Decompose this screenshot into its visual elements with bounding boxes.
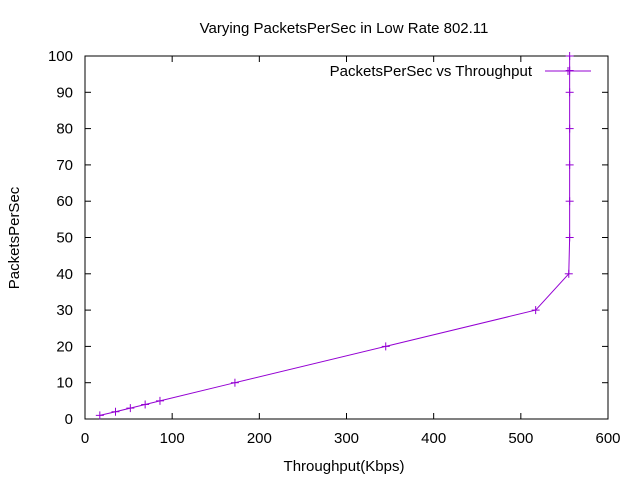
x-tick-label: 500 <box>508 430 533 447</box>
data-point <box>111 407 120 416</box>
data-point <box>230 378 239 387</box>
data-point <box>141 400 150 409</box>
data-point <box>564 269 573 278</box>
data-point <box>565 197 574 206</box>
data-point <box>155 396 164 405</box>
x-axis-title: Throughput(Kbps) <box>284 458 405 475</box>
data-point <box>381 342 390 351</box>
x-tick-label: 100 <box>160 430 185 447</box>
data-point <box>565 233 574 242</box>
legend-label: PacketsPerSec vs Throughput <box>330 63 533 80</box>
y-axis-title: PacketsPerSec <box>6 186 23 289</box>
data-point <box>531 306 540 315</box>
y-tick-label: 80 <box>56 121 73 138</box>
y-tick-label: 90 <box>56 84 73 101</box>
x-tick-label: 600 <box>595 430 620 447</box>
legend: PacketsPerSec vs Throughput <box>330 63 591 80</box>
y-tick-label: 50 <box>56 230 73 247</box>
y-axis: 0 10 20 30 40 50 60 70 80 90 100 <box>48 48 608 428</box>
y-tick-label: 0 <box>65 411 73 428</box>
data-point <box>565 160 574 169</box>
data-point <box>95 411 104 420</box>
y-tick-label: 10 <box>56 375 73 392</box>
plot-border <box>84 55 609 420</box>
y-tick-label: 100 <box>48 48 73 65</box>
y-tick-label: 60 <box>56 193 73 210</box>
series-group <box>95 52 574 420</box>
y-tick-label: 70 <box>56 157 73 174</box>
data-point <box>565 52 574 60</box>
x-tick-label: 400 <box>421 430 446 447</box>
x-tick-label: 200 <box>247 430 272 447</box>
x-tick-label: 0 <box>81 430 89 447</box>
x-tick-label: 300 <box>334 430 359 447</box>
y-tick-label: 20 <box>56 338 73 355</box>
series-line <box>99 56 571 416</box>
y-tick-label: 40 <box>56 266 73 283</box>
chart-title: Varying PacketsPerSec in Low Rate 802.11 <box>200 20 489 37</box>
data-point <box>126 404 135 413</box>
data-point <box>565 88 574 97</box>
data-point <box>565 124 574 133</box>
y-tick-label: 30 <box>56 302 73 319</box>
x-axis: 0 100 200 300 400 500 600 <box>81 56 621 447</box>
